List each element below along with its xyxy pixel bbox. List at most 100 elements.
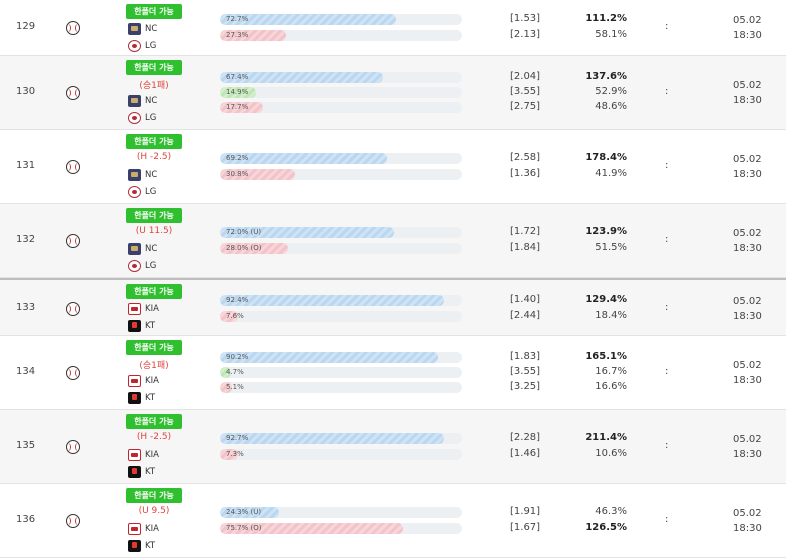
match-number: 135 <box>16 440 36 451</box>
handicap-label: (승1패) <box>139 361 169 371</box>
vote-bar[interactable]: 4.7% <box>220 367 462 378</box>
vote-bar-fill <box>220 523 404 534</box>
match-row[interactable]: 132 한폴더 가능 (U 11.5) NC LG 72.0% (U) [1.72] 123.… <box>0 204 786 278</box>
vote-bar[interactable]: 67.4% <box>220 72 462 83</box>
expected-return: 165.1% <box>585 351 627 362</box>
vote-percent: 7.3% <box>226 450 244 458</box>
odds-value[interactable]: [2.75] <box>510 101 541 112</box>
team-name: NC <box>145 96 158 106</box>
vote-bar[interactable]: 24.3% (U) <box>220 507 462 518</box>
match-time: 18:30 <box>733 95 762 106</box>
vote-bar[interactable]: 30.8% <box>220 169 462 180</box>
match-row[interactable]: 130 한폴더 가능 (승1패) NC LG 67.4% [2.04] 137.6% 14.9%… <box>0 56 786 130</box>
one-fold-badge: 한폴더 가능 <box>126 60 182 75</box>
vote-bar[interactable]: 7.3% <box>220 449 462 460</box>
match-row[interactable]: 136 한폴더 가능 (U 9.5) KIA KT 24.3% (U) [1.91] 46.3… <box>0 484 786 558</box>
odds-value[interactable]: [1.84] <box>510 242 541 253</box>
team-entry: LG <box>128 39 156 53</box>
team-logo-icon <box>128 303 141 315</box>
score-separator: : <box>665 366 669 377</box>
match-date: 05.02 <box>733 154 762 165</box>
vote-percent: 17.7% <box>226 103 249 111</box>
baseball-icon <box>66 86 80 100</box>
vote-bar[interactable]: 14.9% <box>220 87 462 98</box>
expected-return: 48.6% <box>595 101 627 112</box>
vote-bar[interactable]: 72.0% (U) <box>220 227 462 238</box>
vote-bar[interactable]: 17.7% <box>220 102 462 113</box>
vote-bar[interactable]: 92.7% <box>220 433 462 444</box>
handicap-label: (U 11.5) <box>135 226 173 236</box>
team-logo-icon <box>128 169 141 181</box>
vote-bar[interactable]: 28.0% (O) <box>220 243 462 254</box>
match-row[interactable]: 134 한폴더 가능 (승1패) KIA KT 90.2% [1.83] 165.1% 4.7%… <box>0 336 786 410</box>
match-row[interactable]: 131 한폴더 가능 (H -2.5) NC LG 69.2% [2.58] 178.4% 30… <box>0 130 786 204</box>
baseball-icon <box>66 160 80 174</box>
match-number: 131 <box>16 160 36 171</box>
vote-bar-fill <box>220 14 396 25</box>
vote-bar-fill <box>220 169 295 180</box>
odds-value[interactable]: [3.25] <box>510 381 541 392</box>
team-entry: NC <box>128 242 157 256</box>
team-entry: KT <box>128 539 155 553</box>
expected-return: 51.5% <box>595 242 627 253</box>
odds-value[interactable]: [3.55] <box>510 366 541 377</box>
odds-value[interactable]: [1.53] <box>510 13 541 24</box>
match-date: 05.02 <box>733 296 762 307</box>
vote-bar[interactable]: 69.2% <box>220 153 462 164</box>
odds-value[interactable]: [1.40] <box>510 294 541 305</box>
odds-value[interactable]: [2.28] <box>510 432 541 443</box>
odds-value[interactable]: [1.72] <box>510 226 541 237</box>
vote-bar[interactable]: 5.1% <box>220 382 462 393</box>
match-row[interactable]: 135 한폴더 가능 (H -2.5) KIA KT 92.7% [2.28] 211.4% 7… <box>0 410 786 484</box>
team-logo-icon <box>128 186 141 198</box>
vote-percent: 69.2% <box>226 154 249 162</box>
vote-bar[interactable]: 90.2% <box>220 352 462 363</box>
vote-bar[interactable]: 27.3% <box>220 30 462 41</box>
team-entry: KIA <box>128 302 159 316</box>
one-fold-badge: 한폴더 가능 <box>126 208 182 223</box>
odds-value[interactable]: [2.13] <box>510 29 541 40</box>
vote-bar-fill <box>220 367 232 378</box>
odds-value[interactable]: [1.83] <box>510 351 541 362</box>
odds-value[interactable]: [1.91] <box>510 506 541 517</box>
expected-return: 129.4% <box>585 294 627 305</box>
team-logo-icon <box>128 40 141 52</box>
vote-bar[interactable]: 7.6% <box>220 311 462 322</box>
team-name: KIA <box>145 450 159 460</box>
team-name: LG <box>145 187 157 197</box>
match-datetime: 05.02 18:30 <box>733 294 762 324</box>
odds-value[interactable]: [1.36] <box>510 168 541 179</box>
team-name: KT <box>145 393 156 403</box>
match-number: 133 <box>16 302 36 313</box>
vote-percent: 75.7% (O) <box>226 524 262 532</box>
one-fold-badge: 한폴더 가능 <box>126 284 182 299</box>
vote-percent: 90.2% <box>226 353 249 361</box>
odds-value[interactable]: [1.67] <box>510 522 541 533</box>
vote-bar[interactable]: 75.7% (O) <box>220 523 462 534</box>
expected-return: 137.6% <box>585 71 627 82</box>
vote-percent: 72.0% (U) <box>226 228 262 236</box>
handicap-label: (승1패) <box>139 81 169 91</box>
odds-value[interactable]: [2.04] <box>510 71 541 82</box>
match-time: 18:30 <box>733 30 762 41</box>
team-name: LG <box>145 41 157 51</box>
odds-value[interactable]: [3.55] <box>510 86 541 97</box>
team-name: KIA <box>145 376 159 386</box>
one-fold-badge: 한폴더 가능 <box>126 488 182 503</box>
match-number: 129 <box>16 21 36 32</box>
score-separator: : <box>665 302 669 313</box>
vote-bar[interactable]: 92.4% <box>220 295 462 306</box>
match-number: 132 <box>16 234 36 245</box>
handicap-label: (H -2.5) <box>136 152 172 162</box>
vote-bar[interactable]: 72.7% <box>220 14 462 25</box>
match-row[interactable]: 133 한폴더 가능 KIA KT 92.4% [1.40] 129.4% 7.6% [2.44… <box>0 278 786 336</box>
odds-value[interactable]: [1.46] <box>510 448 541 459</box>
baseball-icon <box>66 440 80 454</box>
expected-return: 178.4% <box>585 152 627 163</box>
match-row[interactable]: 129 한폴더 가능 NC LG 72.7% [1.53] 111.2% 27.3% [2.13… <box>0 0 786 56</box>
odds-value[interactable]: [2.58] <box>510 152 541 163</box>
scrollbar-track[interactable] <box>786 0 800 560</box>
vote-bar-fill <box>220 382 233 393</box>
odds-value[interactable]: [2.44] <box>510 310 541 321</box>
